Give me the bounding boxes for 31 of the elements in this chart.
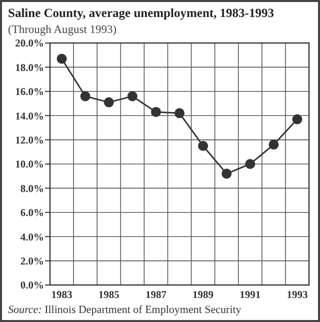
source-note: Source: Illinois Department of Employment Security	[8, 304, 242, 316]
y-tick-label: 4.0%	[20, 232, 44, 244]
y-tick-label: 8.0%	[20, 184, 44, 195]
y-tick-label: 20.0%	[15, 38, 44, 50]
y-tick-label: 18.0%	[15, 62, 44, 74]
point	[222, 168, 232, 179]
point	[80, 91, 90, 102]
point	[198, 140, 208, 151]
x-tick-label: 1985	[98, 290, 120, 301]
point	[292, 114, 302, 124]
x-tick-label: 1993	[286, 290, 308, 301]
x-tick-label: 1991	[240, 290, 261, 301]
x-tick-label: 1989	[192, 290, 214, 301]
y-tick-label: 14.0%	[15, 111, 44, 122]
chart-title: Saline County, average unemployment, 1983-1993	[8, 6, 274, 20]
point	[150, 106, 161, 117]
x-tick-label: 1987	[145, 290, 166, 301]
point	[174, 108, 184, 118]
y-tick-label: 16.0%	[15, 87, 44, 98]
chart-subtitle: (Through August 1993)	[8, 24, 117, 36]
point	[104, 97, 114, 108]
point	[268, 140, 279, 150]
y-tick-label: 0.0%	[20, 280, 44, 292]
y-tick-label: 10.0%	[15, 160, 44, 171]
point	[245, 159, 256, 169]
y-tick-label: 2.0%	[20, 256, 44, 268]
point	[56, 54, 67, 64]
y-tick-label: 6.0%	[20, 208, 44, 220]
y-tick-label: 12.0%	[15, 135, 44, 146]
point	[127, 91, 138, 102]
x-tick-label: 1983	[51, 290, 72, 301]
